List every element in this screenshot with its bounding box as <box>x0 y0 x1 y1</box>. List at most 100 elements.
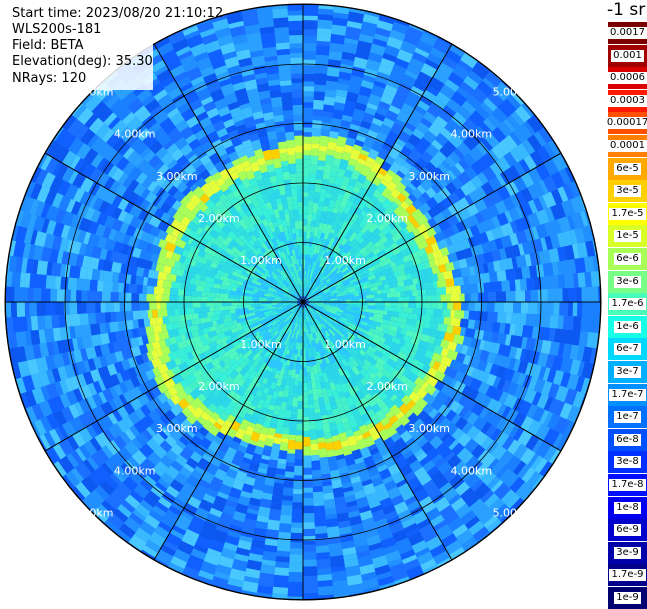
range-gate <box>184 393 195 405</box>
range-gate <box>156 255 168 266</box>
range-gate <box>404 495 418 506</box>
range-gate <box>353 296 359 300</box>
range-gate <box>359 510 373 521</box>
range-gate <box>61 132 77 150</box>
range-gate <box>376 464 388 473</box>
range-gate <box>157 229 168 241</box>
range-gate <box>310 439 318 445</box>
range-gate <box>303 559 317 567</box>
range-gate <box>371 476 384 488</box>
range-gate <box>507 382 519 396</box>
range-gate <box>273 298 282 301</box>
range-gate <box>256 294 265 298</box>
range-gate <box>430 273 439 282</box>
range-gate <box>565 259 577 275</box>
range-gate <box>309 315 314 323</box>
range-gate <box>336 402 345 412</box>
range-gate <box>371 392 383 405</box>
range-gate <box>282 495 293 501</box>
range-gate <box>258 316 266 322</box>
range-gate <box>314 513 326 521</box>
range-gate <box>478 330 485 341</box>
range-gate <box>45 446 61 464</box>
range-gate <box>288 311 293 316</box>
range-gate <box>319 135 330 147</box>
range-gate <box>292 335 296 343</box>
range-gate <box>237 411 246 419</box>
range-gate <box>191 215 203 227</box>
range-gate <box>144 213 154 224</box>
range-gate <box>347 376 358 388</box>
range-gate <box>382 333 394 342</box>
range-gate <box>153 332 161 342</box>
range-gate <box>367 345 377 354</box>
range-gate <box>283 322 290 331</box>
range-gate <box>248 337 257 345</box>
range-gate <box>126 150 140 164</box>
range-gate <box>99 248 108 260</box>
range-gate <box>335 312 342 317</box>
range-gate <box>101 128 115 143</box>
range-gate <box>270 295 280 299</box>
range-gate <box>468 356 481 369</box>
range-gate <box>252 533 266 542</box>
range-gate <box>221 280 231 287</box>
range-gate <box>229 568 246 582</box>
range-gate <box>61 166 75 183</box>
range-gate <box>392 342 402 351</box>
range-gate <box>128 534 147 551</box>
range-gate <box>147 269 159 279</box>
range-gate <box>303 143 312 151</box>
range-gate <box>153 208 165 220</box>
range-gate <box>291 187 298 197</box>
range-gate <box>313 313 321 321</box>
range-gate <box>257 10 274 23</box>
range-gate <box>143 474 157 488</box>
range-gate <box>221 244 228 252</box>
range-gate <box>80 128 96 146</box>
range-gate <box>370 431 381 441</box>
range-gate <box>368 389 377 397</box>
range-gate <box>398 414 411 427</box>
range-gate <box>236 276 246 283</box>
range-gate <box>309 173 317 178</box>
range-gate <box>303 403 309 409</box>
range-gate <box>496 269 507 282</box>
range-gate <box>303 551 317 560</box>
range-gate <box>344 453 355 462</box>
range-gate <box>403 558 421 571</box>
range-gate <box>212 223 223 234</box>
range-gate <box>104 495 120 511</box>
range-gate <box>185 358 196 368</box>
range-gate <box>151 340 162 351</box>
range-gate <box>168 336 178 345</box>
range-gate <box>76 302 87 314</box>
range-gate <box>222 474 236 488</box>
range-gate <box>318 324 323 330</box>
range-gate <box>135 275 145 286</box>
range-gate <box>332 375 340 385</box>
range-gate <box>378 529 394 542</box>
range-gate <box>290 307 295 311</box>
range-gate <box>315 420 324 431</box>
range-gate <box>557 260 568 276</box>
range-gate <box>200 269 206 276</box>
range-gate <box>542 327 551 341</box>
range-gate <box>417 437 429 448</box>
range-gate <box>204 431 216 443</box>
range-gate <box>46 140 62 159</box>
range-gate <box>307 389 313 395</box>
range-gate <box>381 452 393 462</box>
range-gate <box>109 98 127 116</box>
range-gate <box>403 341 414 351</box>
range-gate <box>261 318 271 326</box>
range-gate <box>458 394 469 407</box>
range-gate <box>268 307 277 312</box>
range-gate <box>263 271 271 278</box>
range-gate <box>477 359 488 372</box>
range-gate <box>127 356 138 369</box>
range-gate <box>303 167 311 173</box>
range-gate <box>421 413 435 427</box>
range-gate <box>183 295 192 302</box>
range-gate <box>198 381 209 393</box>
